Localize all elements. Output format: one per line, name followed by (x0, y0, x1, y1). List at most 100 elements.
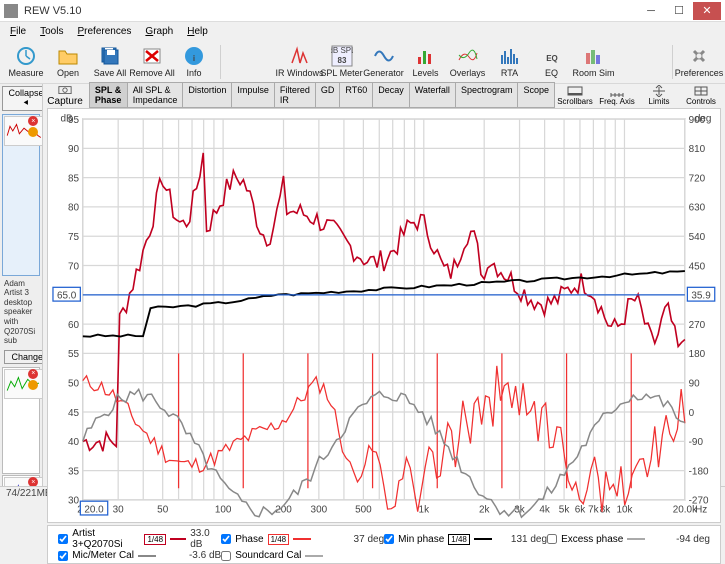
toolbar-preferences-button[interactable]: Preferences (679, 45, 719, 78)
menu-tools[interactable]: Tools (34, 25, 69, 38)
toolbar-spl-meter-button[interactable]: dB SPL83SPL Meter (322, 45, 362, 78)
svg-text:540: 540 (689, 232, 706, 243)
toolbar-measure-button[interactable]: Measure (6, 45, 46, 78)
svg-text:deg: deg (695, 114, 712, 125)
maximize-button[interactable]: ☐ (665, 2, 693, 20)
edit-icon[interactable] (28, 127, 38, 137)
toolbar-eq-button[interactable]: EQEQ (532, 45, 572, 78)
measurement-item[interactable]: REL Sub+mainsSampledata.mdat21-Jun-2008 … (2, 475, 40, 486)
rta-icon (499, 45, 521, 67)
tab-impulse[interactable]: Impulse (231, 82, 274, 108)
svg-text:4k: 4k (540, 504, 551, 515)
menu-graph[interactable]: Graph (139, 25, 179, 38)
edit-icon[interactable] (28, 380, 38, 390)
legend: Artist 3+Q2070Si1/4833.0 dBPhase1/4837 d… (47, 525, 721, 564)
svg-text:20.0k: 20.0k (673, 504, 697, 515)
svg-text:35: 35 (68, 466, 80, 477)
svg-text:30: 30 (113, 504, 125, 515)
toolbar-room-sim-button[interactable]: Room Sim (574, 45, 614, 78)
toolbar-rta-button[interactable]: RTA (490, 45, 530, 78)
gen-icon (373, 45, 395, 67)
eq-icon: EQ (541, 45, 563, 67)
tab-scope[interactable]: Scope (517, 82, 555, 108)
legend-item[interactable]: Phase1/4837 deg (221, 528, 384, 550)
svg-text:-90: -90 (689, 437, 704, 448)
close-button[interactable]: ✕ (693, 2, 721, 20)
measurement-item-selected[interactable]: Artist 3+Q2070Si Sampledata.mdat 05-May-… (2, 114, 40, 276)
window-title: REW V5.10 (24, 5, 637, 17)
svg-text:83: 83 (337, 56, 346, 65)
svg-text:630: 630 (689, 203, 706, 214)
graph-freqaxis-button[interactable]: Freq. Axis (597, 85, 637, 106)
toolbar-levels-button[interactable]: Levels (406, 45, 446, 78)
toolbar-info-button[interactable]: iInfo (174, 45, 214, 78)
toolbar-open-button[interactable]: Open (48, 45, 88, 78)
legend-checkbox[interactable] (58, 534, 68, 544)
svg-text:70: 70 (68, 261, 80, 272)
saveall-icon (99, 45, 121, 67)
legend-item[interactable]: Soundcard Cal (221, 550, 384, 561)
tab-filtered-ir[interactable]: Filtered IR (274, 82, 315, 108)
svg-text:80: 80 (68, 203, 80, 214)
legend-checkbox[interactable] (221, 534, 231, 544)
irw-icon (289, 45, 311, 67)
graph-scrollbars-button[interactable]: Scrollbars (555, 85, 595, 106)
tab-rt-[interactable]: RT60 (339, 82, 372, 108)
graph-controls-button[interactable]: Controls (681, 85, 721, 106)
delete-icon[interactable]: × (28, 477, 38, 486)
svg-text:Hz: Hz (695, 504, 707, 515)
measurement-item[interactable]: REL Sub, No EQSampledata.mdat21-Jun-2008… (2, 367, 40, 474)
legend-item[interactable]: Mic/Meter Cal-3.6 dB (58, 550, 221, 561)
tab-decay[interactable]: Decay (372, 82, 409, 108)
legend-item[interactable]: Artist 3+Q2070Si1/4833.0 dB (58, 528, 221, 550)
change-cal-button[interactable]: Change Cal... (4, 350, 43, 364)
svg-text:dB SPL: dB SPL (331, 46, 353, 55)
chart-area[interactable]: 3035404550556065707580859095-270-180-900… (47, 108, 721, 523)
svg-text:85: 85 (68, 173, 80, 184)
menu-preferences[interactable]: Preferences (71, 25, 137, 38)
svg-text:720: 720 (689, 173, 706, 184)
svg-text:20.0: 20.0 (85, 504, 105, 515)
tab-waterfall[interactable]: Waterfall (409, 82, 455, 108)
delete-icon[interactable]: × (28, 116, 38, 126)
capture-button[interactable]: Capture (47, 84, 83, 107)
legend-checkbox[interactable] (58, 551, 68, 561)
toolbar-remove-all-button[interactable]: Remove All (132, 45, 172, 78)
menu-file[interactable]: File (4, 25, 32, 38)
legend-checkbox[interactable] (384, 534, 394, 544)
measurements-sidebar: Collapse ⯇ Artist 3+Q2070Si Sampledata.m… (0, 84, 43, 486)
svg-text:500: 500 (355, 504, 372, 515)
collapse-button[interactable]: Collapse ⯇ (2, 86, 43, 111)
toolbar-overlays-button[interactable]: Overlays (448, 45, 488, 78)
toolbar-ir-windows-button[interactable]: IR Windows (280, 45, 320, 78)
svg-text:5k: 5k (559, 504, 570, 515)
measure-icon (15, 45, 37, 67)
menu-bar: FileToolsPreferencesGraphHelp (0, 22, 725, 40)
legend-item[interactable]: Excess phase-94 deg (547, 528, 710, 550)
menu-help[interactable]: Help (181, 25, 214, 38)
legend-item[interactable]: Min phase1/48131 deg (384, 528, 547, 550)
legend-checkbox[interactable] (547, 534, 557, 544)
svg-text:6k: 6k (575, 504, 586, 515)
tab-distortion[interactable]: Distortion (182, 82, 231, 108)
svg-text:50: 50 (157, 504, 169, 515)
toolbar-generator-button[interactable]: Generator (364, 45, 404, 78)
svg-text:55: 55 (68, 349, 80, 360)
minimize-button[interactable]: ─ (637, 2, 665, 20)
toolbar-save-all-button[interactable]: Save All (90, 45, 130, 78)
tab-all-spl-impedance[interactable]: All SPL & Impedance (127, 82, 183, 108)
delete-icon[interactable]: × (28, 369, 38, 379)
camera-icon (58, 84, 72, 96)
svg-text:100: 100 (215, 504, 232, 515)
legend-checkbox[interactable] (221, 551, 231, 561)
graph-limits-button[interactable]: Limits (639, 85, 679, 106)
open-icon (57, 45, 79, 67)
svg-text:1k: 1k (419, 504, 430, 515)
tab-spectrogram[interactable]: Spectrogram (455, 82, 518, 108)
svg-text:90: 90 (68, 144, 80, 155)
tab-gd[interactable]: GD (315, 82, 340, 108)
rs-icon (583, 45, 605, 67)
toolbar: MeasureOpenSave AllRemove AlliInfo IR Win… (0, 40, 725, 84)
tab-spl-phase[interactable]: SPL & Phase (89, 82, 127, 108)
svg-text:60: 60 (68, 320, 80, 331)
